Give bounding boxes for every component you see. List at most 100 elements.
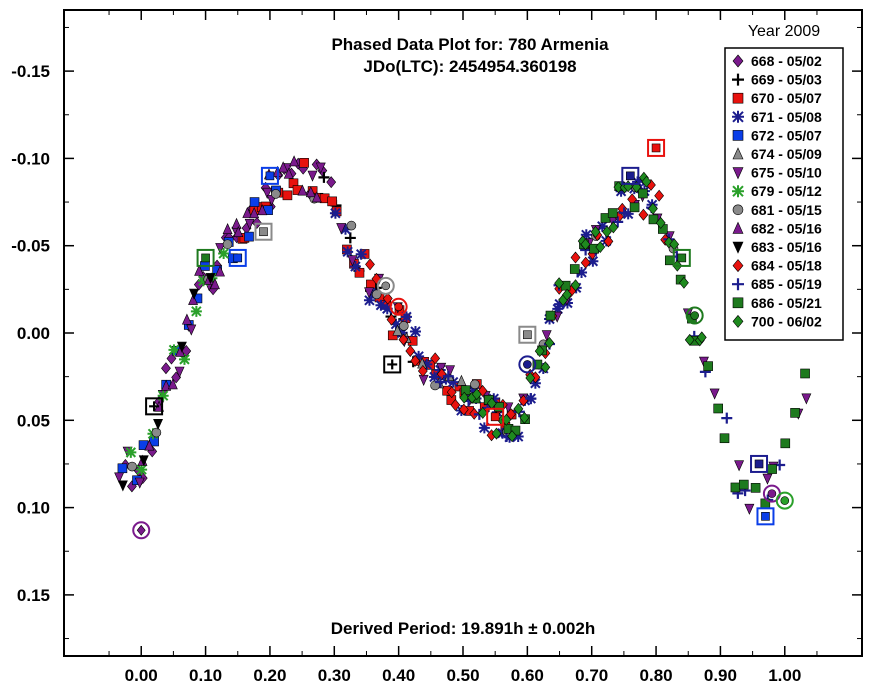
data-point [682, 308, 693, 320]
data-point [342, 246, 354, 258]
data-point [127, 461, 137, 472]
data-point [488, 393, 500, 405]
legend-entry: 681 - 05/15 [732, 202, 822, 218]
data-point [447, 376, 459, 388]
data-point [570, 251, 581, 264]
legend-marker [732, 314, 744, 328]
highlight-point [754, 459, 764, 469]
highlight-box [672, 248, 691, 267]
legend-entry: 670 - 05/07 [732, 90, 822, 106]
data-point [215, 265, 225, 277]
legend-marker [732, 130, 744, 141]
data-point [513, 402, 524, 415]
data-point [507, 430, 517, 443]
data-point [222, 222, 233, 234]
legend-label: 670 - 05/07 [751, 90, 822, 106]
legend-title: Year 2009 [748, 23, 820, 40]
legend: Year 2009 668 - 05/02 669 - 05/03 670 - 05… [724, 23, 844, 341]
data-point [734, 460, 745, 472]
data-point [174, 366, 185, 378]
data-point [244, 218, 255, 230]
highlight-box [518, 325, 537, 344]
legend-marker [732, 259, 744, 273]
chart-title-line1: Phased Data Plot for: 780 Armenia [331, 35, 609, 54]
axis-ticks [64, 10, 862, 656]
legend-label: 685 - 05/19 [751, 276, 822, 292]
highlight-point [233, 253, 243, 263]
legend-label: 674 - 05/09 [751, 146, 822, 162]
highlight-point [780, 496, 790, 505]
x-tick-label: 0.70 [575, 666, 608, 685]
y-tick-label: -0.10 [11, 149, 50, 168]
data-point [178, 353, 190, 365]
data-point [552, 303, 564, 315]
highlight-point [651, 143, 661, 153]
data-point [570, 279, 581, 292]
data-point [458, 403, 469, 416]
x-tick-label: 0.30 [318, 666, 351, 685]
legend-label: 675 - 05/10 [751, 165, 822, 181]
data-point [801, 393, 812, 405]
legend-box [724, 47, 844, 341]
legend-marker [732, 241, 744, 254]
data-point [470, 379, 480, 390]
data-point [186, 324, 197, 336]
legend-label: 682 - 05/16 [751, 220, 822, 236]
data-point [471, 388, 482, 401]
data-point [738, 479, 749, 490]
legend-label: 672 - 05/07 [751, 127, 822, 143]
data-point [262, 187, 273, 199]
data-point [800, 368, 810, 379]
data-point [519, 411, 530, 424]
data-point [762, 473, 773, 485]
legend-entry: 674 - 05/09 [732, 146, 822, 162]
data-point [157, 390, 169, 402]
data-point [144, 439, 155, 451]
data-point [595, 241, 606, 254]
data-point [545, 310, 556, 321]
highlight-point [387, 359, 398, 370]
data-point [607, 208, 618, 218]
data-point [190, 305, 202, 317]
data-point [525, 371, 536, 384]
data-point [167, 378, 178, 390]
data-point [364, 287, 375, 299]
legend-label: 681 - 05/15 [751, 202, 822, 218]
data-point [744, 503, 755, 515]
x-tick-label: 0.50 [446, 666, 479, 685]
legend-marker [732, 167, 744, 180]
chart-title-line2: JDo(LTC): 2454954.360198 [363, 57, 576, 76]
data-point [136, 464, 148, 476]
data-point [554, 277, 564, 290]
data-point [544, 336, 555, 349]
data-point [532, 359, 543, 370]
highlight-point [259, 227, 268, 237]
data-point [648, 202, 658, 215]
data-point [176, 341, 187, 353]
data-point [436, 362, 447, 374]
data-point [297, 184, 308, 196]
data-point [166, 352, 177, 365]
highlight-point [490, 412, 500, 422]
legend-entry: 675 - 05/10 [732, 165, 822, 181]
data-point [311, 191, 322, 203]
x-tick-label: 0.80 [640, 666, 673, 685]
highlight-ring [376, 276, 395, 295]
highlight-box [486, 407, 505, 426]
legend-marker [732, 278, 744, 291]
data-point [371, 289, 382, 300]
legend-marker [732, 221, 744, 234]
data-point [218, 248, 230, 260]
data-point [410, 354, 421, 367]
highlight-point [136, 524, 146, 536]
data-point [210, 278, 220, 290]
x-tick-label: 0.90 [704, 666, 737, 685]
x-tick-label: 1.00 [768, 666, 801, 685]
data-point [541, 330, 552, 342]
data-point [392, 324, 403, 336]
highlighted-points [132, 138, 794, 540]
data-point [721, 412, 733, 424]
highlight-ring [518, 355, 537, 374]
legend-marker [732, 185, 744, 198]
